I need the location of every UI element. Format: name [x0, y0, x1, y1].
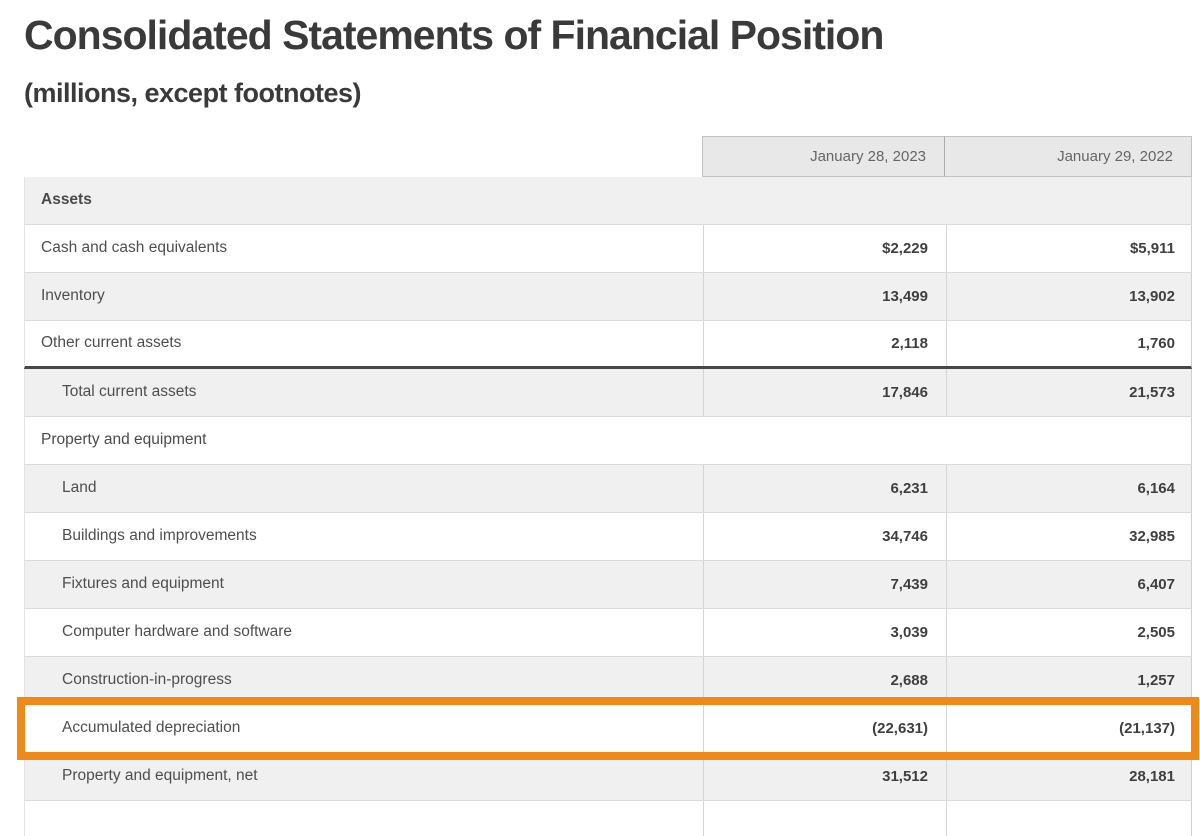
table-row-land: Land 6,231 6,164 [24, 464, 1193, 513]
row-value-2022: 21,573 [946, 368, 1193, 416]
row-value-2022: 13,902 [946, 272, 1193, 320]
row-value-2023: 7,439 [703, 560, 946, 608]
row-label: Buildings and improvements [62, 527, 257, 545]
table-row-buildings: Buildings and improvements 34,746 32,985 [24, 512, 1193, 561]
table-row-construction-in-progress: Construction-in-progress 2,688 1,257 [24, 656, 1193, 705]
row-value-2022: 6,407 [946, 560, 1193, 608]
header-spacer [24, 136, 702, 177]
row-value-2023: 17,846 [703, 368, 946, 416]
row-value-2022: 1,760 [946, 320, 1193, 366]
row-value-2022: 28,181 [946, 752, 1193, 800]
table-header-row: January 28, 2023 January 29, 2022 [24, 135, 1192, 177]
row-value-2023: 13,499 [703, 272, 946, 320]
row-value-2022: $5,911 [946, 224, 1193, 272]
table-row-total-current-assets: Total current assets 17,846 21,573 [24, 368, 1193, 417]
row-label: Inventory [41, 287, 105, 305]
row-value-2022: (21,137) [946, 704, 1193, 752]
row-label: Total current assets [62, 383, 197, 401]
row-value-2023: (22,631) [703, 704, 946, 752]
table-row-accumulated-depreciation: Accumulated depreciation (22,631) (21,13… [17, 696, 1199, 760]
row-value-2022 [946, 800, 1193, 836]
row-label: Land [62, 479, 97, 497]
page-subtitle: (millions, except footnotes) [24, 78, 362, 109]
financial-position-table: January 28, 2023 January 29, 2022 Assets… [17, 135, 1199, 836]
row-label: Construction-in-progress [62, 671, 232, 689]
row-value-2022: 1,257 [946, 656, 1193, 704]
row-label: Fixtures and equipment [62, 575, 224, 593]
row-label: Other current assets [41, 334, 182, 352]
column-header-2023: January 28, 2023 [702, 135, 945, 177]
table-row-partial [24, 800, 1193, 836]
row-label: Computer hardware and software [62, 623, 293, 641]
row-value-2023: 6,231 [703, 464, 946, 512]
row-label: Property and equipment [41, 431, 207, 449]
table-row-assets-section: Assets [24, 176, 1192, 225]
table-row-other-current-assets: Other current assets 2,118 1,760 [24, 320, 1193, 369]
row-value-2023: 31,512 [703, 752, 946, 800]
table-row-cash: Cash and cash equivalents $2,229 $5,911 [24, 224, 1193, 273]
row-value-2023: $2,229 [703, 224, 946, 272]
table-row-property-section: Property and equipment [24, 416, 1192, 465]
row-value-2023: 34,746 [703, 512, 946, 560]
table-row-computer-hardware: Computer hardware and software 3,039 2,5… [24, 608, 1193, 657]
row-value-2022: 6,164 [946, 464, 1193, 512]
row-value-2022: 2,505 [946, 608, 1193, 656]
page-title: Consolidated Statements of Financial Pos… [24, 12, 884, 58]
column-header-2022: January 29, 2022 [944, 135, 1192, 177]
table-row-property-net: Property and equipment, net 31,512 28,18… [24, 752, 1193, 801]
row-label [25, 801, 703, 836]
row-label: Accumulated depreciation [62, 719, 241, 737]
row-value-2023: 2,688 [703, 656, 946, 704]
table-row-fixtures: Fixtures and equipment 7,439 6,407 [24, 560, 1193, 609]
row-value-2022: 32,985 [946, 512, 1193, 560]
table-row-inventory: Inventory 13,499 13,902 [24, 272, 1193, 321]
row-label: Cash and cash equivalents [41, 239, 228, 257]
row-label: Property and equipment, net [62, 767, 258, 785]
row-label: Assets [41, 191, 92, 209]
row-value-2023: 2,118 [703, 320, 946, 366]
row-value-2023 [703, 800, 946, 836]
row-value-2023: 3,039 [703, 608, 946, 656]
